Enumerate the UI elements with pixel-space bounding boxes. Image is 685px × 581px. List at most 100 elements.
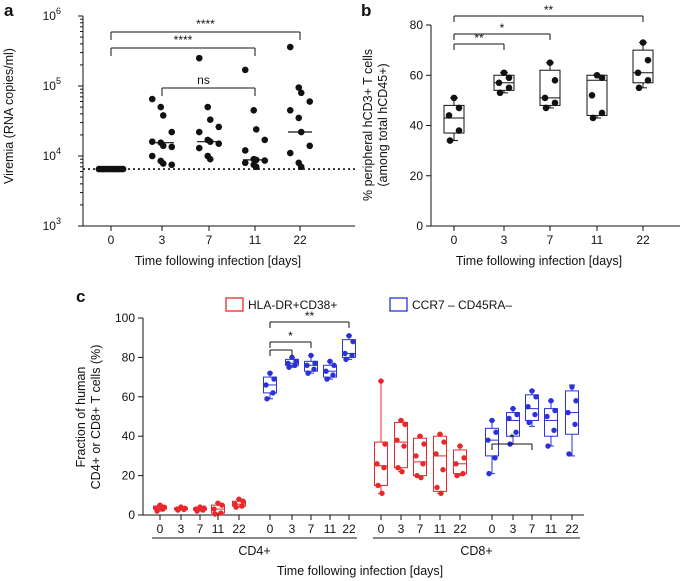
panel-b-significance-bracket: * [453, 21, 551, 40]
panel-b-data-point [496, 89, 504, 97]
panel-a-significance-bracket: **** [110, 33, 256, 56]
panel-c-data-point [382, 441, 388, 447]
panel-a-data-point [119, 165, 127, 173]
panel-b-y-axis-label-2: (among total hCD45+) [376, 63, 390, 186]
panel-a-y-tick-exp: 3 [56, 216, 61, 226]
panel-c-data-point [240, 498, 246, 504]
panel-a-x-tick-label: 0 [108, 233, 115, 247]
panel-c-group-label: CD8+ [460, 544, 492, 558]
panel-c-data-point [379, 490, 385, 497]
panel-c-box [174, 504, 188, 513]
panel-b-data-point [551, 76, 559, 84]
panel-c-legend-label: HLA-DR+CD38+ [248, 298, 337, 312]
panel-c-data-point [289, 354, 295, 361]
panel-c-box [323, 358, 337, 382]
panel-c-data-point [440, 466, 446, 473]
panel-a-data-point [168, 161, 176, 169]
panel-c-data-point [514, 411, 520, 418]
panel-c-data-point [330, 372, 336, 378]
panel-c-x-tick-label: 7 [529, 522, 536, 536]
panel-c-data-point [175, 507, 181, 513]
panel-c-data-point [565, 409, 571, 416]
panel-c-data-point [402, 421, 408, 428]
panel-b-significance-label: ** [474, 31, 484, 45]
panel-c-data-point [485, 437, 491, 443]
panel-a-y-tick-exp: 6 [56, 6, 61, 16]
panel-a-data-point [286, 149, 294, 157]
panel-c-x-tick-label: 0 [157, 522, 164, 536]
panel-a-data-point [261, 157, 269, 164]
panel-c-legend-item: CCR7 – CD45RA– [389, 297, 512, 312]
panel-c-box [413, 433, 427, 481]
panel-c-data-point [239, 503, 245, 509]
panel-c-box [232, 496, 246, 510]
panel-c-y-tick-label: 80 [122, 350, 136, 364]
panel-c-significance-label: * [510, 431, 515, 445]
panel-b-data-point [593, 71, 601, 79]
panel-a-data-point [261, 136, 269, 144]
panel-b-data-point [505, 74, 513, 82]
panel-a-data-point [297, 89, 305, 97]
panel-c-data-point [460, 470, 466, 477]
panel-c-x-tick-label: 22 [342, 522, 356, 536]
panel-c-x-tick-label: 7 [308, 522, 315, 536]
panel-c-data-point [343, 356, 349, 363]
panel-c-box [304, 352, 318, 376]
panel-c-box-rect [544, 408, 558, 437]
panel-c-data-point [218, 510, 224, 516]
panel-a-y-tick-base: 10 [43, 9, 57, 23]
panel-b-data-point [598, 74, 606, 82]
panel-a-significance-bracket: ns [161, 73, 256, 96]
panel-c-box [394, 417, 408, 475]
panel-c-data-point [548, 398, 554, 404]
panel-b-data-point [588, 92, 596, 99]
panel-c-data-point [441, 439, 447, 445]
panel-c-data-point [267, 370, 273, 376]
panel-b-y-tick-label: 80 [410, 18, 424, 32]
panel-c-data-point [437, 431, 443, 437]
panel-b-data-point [542, 104, 550, 112]
panel-c-data-point [394, 437, 400, 443]
panel-c-data-point [308, 352, 314, 359]
panel-c-data-point [342, 350, 348, 357]
panel-a-label: a [4, 1, 14, 20]
panel-a-y-tick-label: 105 [43, 76, 61, 93]
panel-a-data-point [241, 147, 249, 154]
panel-c-data-point [486, 470, 492, 477]
panel-c-data-point [270, 390, 276, 396]
panel-c-legend-swatch [389, 297, 408, 312]
panel-a-data-point [306, 98, 314, 105]
panel-b-data-point [546, 59, 554, 66]
panel-c-data-point [513, 429, 519, 435]
panel-c-data-point [493, 429, 499, 435]
panel-b-data-point [446, 137, 454, 144]
panel-a-data-point [306, 142, 314, 150]
panel-b-data-point [551, 99, 559, 107]
panel-b-data-point [455, 127, 463, 134]
panel-a-data-point [195, 144, 203, 152]
panel-b-y-tick-label: 20 [410, 169, 424, 183]
panel-c-data-point [457, 443, 463, 449]
panel-c-y-tick-label: 60 [122, 390, 136, 404]
panel-c-y-axis-label: Fraction of human [74, 367, 88, 468]
panel-c-data-point [461, 455, 467, 461]
panel-c-data-point [233, 504, 239, 510]
panel-b-data-point [644, 56, 652, 64]
panel-c-data-point [453, 461, 459, 467]
panel-c-x-tick-label: 11 [434, 522, 447, 536]
panel-b-x-tick-label: 22 [636, 233, 650, 247]
panel-c-data-point [417, 433, 423, 439]
panel-a-x-tick-label: 3 [159, 233, 166, 247]
panel-a-significance-label: ns [197, 73, 210, 87]
panel-a-data-point [297, 163, 305, 171]
panel-c-legend-item: HLA-DR+CD38+ [225, 297, 337, 312]
panel-b-significance-bracket: ** [453, 3, 644, 22]
panel-c-data-point [434, 484, 440, 491]
panel-c-y-axis-label-2: CD4+ or CD8+ T cells (%) [89, 345, 103, 490]
panel-c-data-point [545, 443, 551, 449]
panel-c-data-point [157, 502, 163, 508]
panel-a-data-point [159, 142, 167, 150]
panel-a-data-point [168, 143, 176, 151]
panel-c-x-tick-label: 0 [267, 522, 274, 536]
